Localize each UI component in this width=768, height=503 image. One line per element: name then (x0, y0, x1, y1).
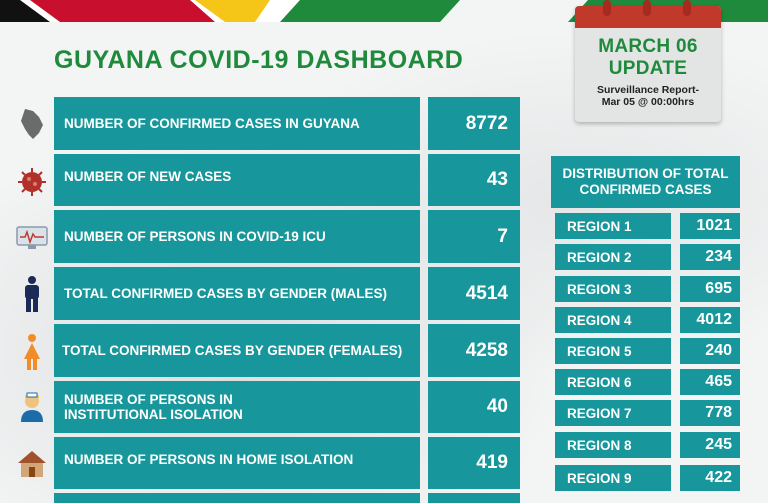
stat-value-females: 4258 (428, 324, 520, 377)
monitor-icon (14, 220, 50, 256)
house-icon (14, 446, 50, 482)
stat-value-new-cases: 43 (428, 154, 520, 206)
stat-label-males: TOTAL CONFIRMED CASES BY GENDER (MALES) (54, 267, 420, 320)
female-icon (14, 334, 50, 370)
update-badge: MARCH 06 UPDATE Surveillance Report- Mar… (575, 0, 721, 122)
region-label: REGION 9 (555, 465, 671, 491)
stat-label-institutional-isolation: NUMBER OF PERSONS IN INSTITUTIONAL ISOLA… (54, 381, 420, 433)
stat-label-icu: NUMBER OF PERSONS IN COVID-19 ICU (54, 210, 420, 263)
region-label: REGION 7 (555, 400, 671, 426)
stat-label-new-cases: NUMBER OF NEW CASES (54, 154, 420, 206)
calendar-ring (603, 0, 611, 16)
stat-label-home-isolation: NUMBER OF PERSONS IN HOME ISOLATION (54, 437, 420, 489)
stat-label-partial (54, 493, 420, 503)
region-label: REGION 2 (555, 244, 671, 270)
region-label: REGION 5 (555, 338, 671, 364)
region-value: 422 (680, 465, 740, 491)
stat-value-partial (428, 493, 520, 503)
page-title: GUYANA COVID-19 DASHBOARD (54, 46, 464, 74)
stat-label-confirmed: NUMBER OF CONFIRMED CASES IN GUYANA (54, 97, 420, 150)
region-label: REGION 6 (555, 369, 671, 395)
virus-icon (14, 164, 50, 200)
update-date: MARCH 06 UPDATE (598, 36, 698, 79)
stat-value-confirmed: 8772 (428, 97, 520, 150)
region-value: 240 (680, 338, 740, 364)
nurse-icon (14, 388, 50, 424)
guyana-map-icon (14, 106, 50, 142)
region-label: REGION 3 (555, 276, 671, 302)
region-value: 4012 (680, 307, 740, 333)
stat-value-males: 4514 (428, 267, 520, 320)
stat-value-icu: 7 (428, 210, 520, 263)
surveillance-report-note: Surveillance Report- Mar 05 @ 00:00hrs (596, 84, 700, 108)
region-value: 695 (680, 276, 740, 302)
male-icon (14, 276, 50, 312)
region-value: 234 (680, 244, 740, 270)
stat-label-females: TOTAL CONFIRMED CASES BY GENDER (FEMALES… (54, 324, 420, 377)
calendar-ring (683, 0, 691, 16)
region-label: REGION 1 (555, 213, 671, 239)
region-value: 245 (680, 432, 740, 458)
region-label: REGION 8 (555, 432, 671, 458)
calendar-ring (643, 0, 651, 16)
distribution-heading: DISTRIBUTION OF TOTAL CONFIRMED CASES (551, 156, 740, 208)
guyana-flag-banner (0, 0, 460, 22)
region-value: 778 (680, 400, 740, 426)
region-value: 1021 (680, 213, 740, 239)
region-value: 465 (680, 369, 740, 395)
stat-value-institutional-isolation: 40 (428, 381, 520, 433)
region-label: REGION 4 (555, 307, 671, 333)
stat-value-home-isolation: 419 (428, 437, 520, 489)
